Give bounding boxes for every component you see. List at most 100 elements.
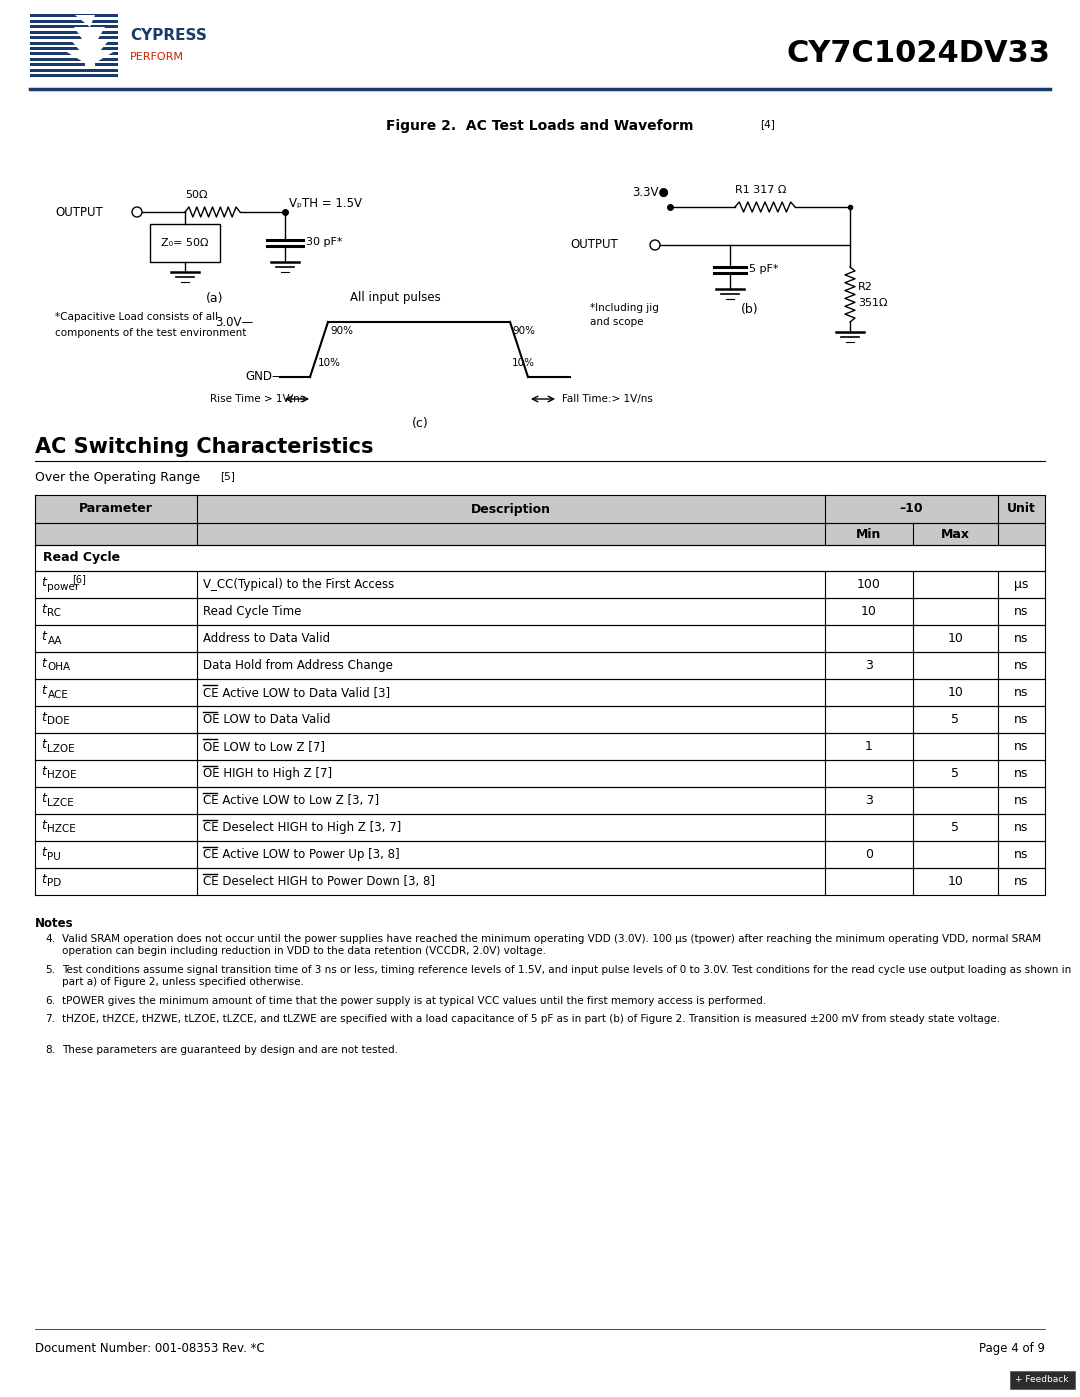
Text: μs: μs [1014,578,1028,591]
Text: 10: 10 [947,686,963,698]
Text: CE Active LOW to Power Up [3, 8]: CE Active LOW to Power Up [3, 8] [203,848,400,861]
Text: OUTPUT: OUTPUT [570,239,618,251]
Text: OE HIGH to High Z [7]: OE HIGH to High Z [7] [203,767,333,780]
Text: Parameter: Parameter [79,503,153,515]
Text: 5: 5 [951,767,959,780]
Text: 5: 5 [951,821,959,834]
Text: 30 pF*: 30 pF* [306,237,342,247]
Text: ns: ns [1014,605,1028,617]
Bar [30,52,118,56]
Text: LZCE: LZCE [48,798,75,807]
Text: 4.: 4. [45,935,55,944]
Text: OE LOW to Low Z [7]: OE LOW to Low Z [7] [203,740,325,753]
Text: Over the Operating Range: Over the Operating Range [35,471,204,483]
Bar [35,705,1045,733]
Text: Min: Min [856,528,881,541]
Text: OHA: OHA [48,662,70,672]
Bar [35,814,1045,841]
Text: Z₀= 50Ω: Z₀= 50Ω [161,237,208,249]
Bar [35,733,1045,760]
Bar [35,652,1045,679]
Bar [30,63,118,66]
Text: t: t [41,576,45,590]
Bar [30,74,118,77]
Text: and scope: and scope [590,317,644,327]
Text: ns: ns [1014,740,1028,753]
Text: 90%: 90% [330,326,353,337]
Text: Read Cycle: Read Cycle [43,552,120,564]
Text: [5]: [5] [220,471,234,481]
Bar [35,495,1045,522]
Text: ns: ns [1014,793,1028,807]
Bar [30,14,118,17]
Text: [4]: [4] [760,119,774,129]
Text: t: t [41,738,45,752]
Text: Address to Data Valid: Address to Data Valid [203,631,330,645]
Text: 6.: 6. [45,996,55,1006]
Text: Document Number: 001-08353 Rev. *C: Document Number: 001-08353 Rev. *C [35,1343,265,1355]
Text: t: t [41,657,45,671]
Text: Notes: Notes [35,916,73,930]
Text: t: t [41,819,45,833]
Text: 5.: 5. [45,965,55,975]
Bar [35,868,1045,895]
Text: 7.: 7. [45,1014,55,1024]
Text: t: t [41,711,45,724]
Text: ns: ns [1014,712,1028,726]
Text: HZCE: HZCE [48,824,77,834]
Text: CE Active LOW to Data Valid [3]: CE Active LOW to Data Valid [3] [203,686,390,698]
Text: OE LOW to Data Valid: OE LOW to Data Valid [203,712,330,726]
Text: GND—: GND— [245,370,284,384]
Text: t: t [41,847,45,859]
Text: ns: ns [1014,821,1028,834]
Text: CE Deselect HIGH to Power Down [3, 8]: CE Deselect HIGH to Power Down [3, 8] [203,875,435,888]
Bar [30,47,118,50]
Text: PD: PD [48,879,62,888]
Text: 90%: 90% [512,326,535,337]
Text: ACE: ACE [48,690,68,700]
Text: (b): (b) [741,303,759,316]
Text: Unit: Unit [1007,503,1036,515]
Text: PERFORM: PERFORM [130,52,184,61]
Text: ns: ns [1014,631,1028,645]
Text: All input pulses: All input pulses [350,291,441,305]
Bar [30,68,118,71]
Text: 10: 10 [947,875,963,888]
Text: Valid SRAM operation does not occur until the power supplies have reached the mi: Valid SRAM operation does not occur unti… [62,935,1041,956]
Text: DOE: DOE [48,717,70,726]
Text: 50Ω: 50Ω [185,190,207,200]
Bar [35,624,1045,652]
Text: Max: Max [941,528,970,541]
Text: 10%: 10% [318,358,341,367]
Text: –10: –10 [900,503,923,515]
Text: Figure 2.  AC Test Loads and Waveform: Figure 2. AC Test Loads and Waveform [387,119,693,133]
Text: 3.3V●: 3.3V● [632,186,669,198]
Bar [35,679,1045,705]
Text: CE Deselect HIGH to High Z [3, 7]: CE Deselect HIGH to High Z [3, 7] [203,821,402,834]
Text: R2: R2 [858,282,873,292]
Polygon shape [65,15,114,68]
Text: + Feedback: + Feedback [1015,1376,1069,1384]
Text: power: power [48,581,80,591]
Text: *Capacitive Load consists of all: *Capacitive Load consists of all [55,312,218,321]
Bar [35,760,1045,787]
Text: t: t [41,630,45,643]
Text: 5 pF*: 5 pF* [750,264,779,274]
Text: t: t [41,792,45,805]
Text: 3.0V—: 3.0V— [215,316,253,328]
Text: RC: RC [48,609,62,619]
Text: t: t [41,766,45,778]
Bar [35,598,1045,624]
Text: OUTPUT: OUTPUT [55,205,103,218]
Text: Data Hold from Address Change: Data Hold from Address Change [203,659,393,672]
Text: 3: 3 [865,659,873,672]
Text: Rise Time > 1V/ns: Rise Time > 1V/ns [210,394,306,404]
Bar [30,31,118,34]
Text: Read Cycle Time: Read Cycle Time [203,605,301,617]
Text: ns: ns [1014,767,1028,780]
Text: ns: ns [1014,659,1028,672]
Bar [30,57,118,60]
Text: ns: ns [1014,875,1028,888]
Text: 8.: 8. [45,1045,55,1055]
Text: These parameters are guaranteed by design and are not tested.: These parameters are guaranteed by desig… [62,1045,399,1055]
